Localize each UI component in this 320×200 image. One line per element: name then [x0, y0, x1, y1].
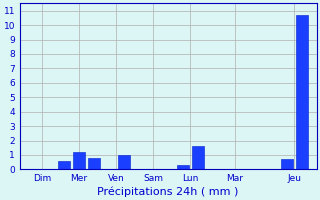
Bar [296, 15, 308, 169]
X-axis label: Précipitations 24h ( mm ): Précipitations 24h ( mm ) [98, 186, 239, 197]
Bar [88, 158, 100, 169]
Bar [118, 155, 130, 169]
Bar [281, 159, 293, 169]
Bar [177, 165, 189, 169]
Bar [59, 161, 70, 169]
Bar [192, 146, 204, 169]
Bar [73, 152, 85, 169]
